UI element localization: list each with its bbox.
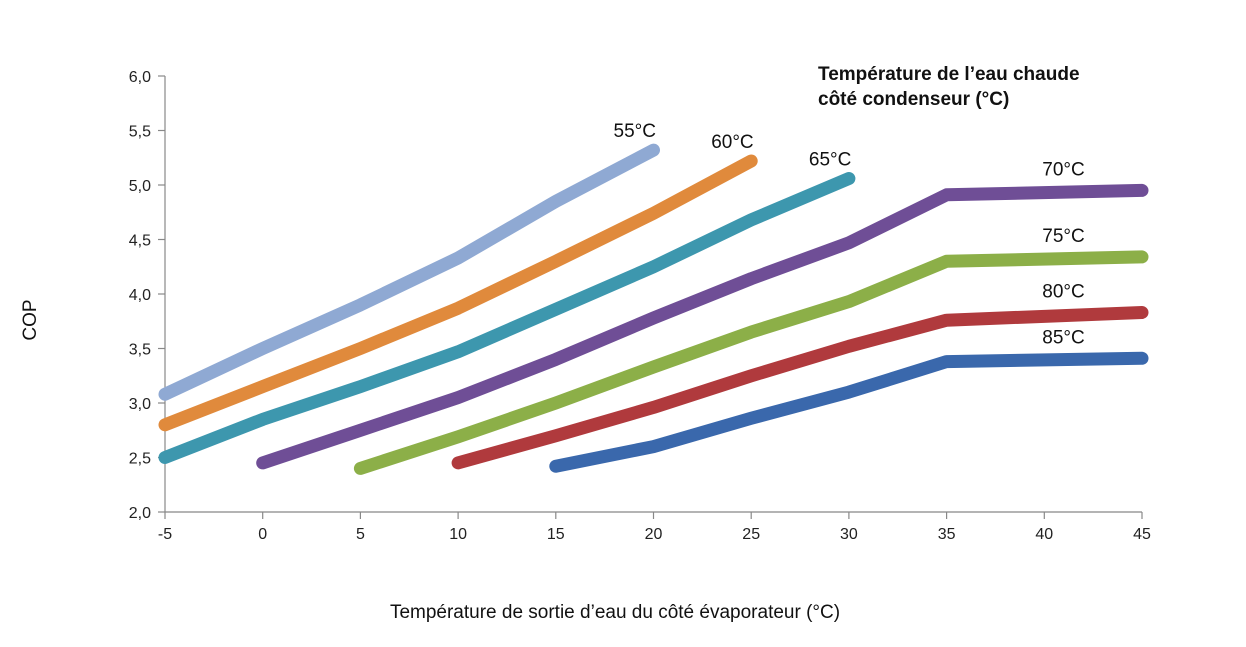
y-axis-title: COP [20, 299, 41, 340]
y-tick-label: 4,5 [129, 233, 151, 250]
series-label: 55°C [614, 121, 656, 142]
series-label: 75°C [1042, 226, 1084, 247]
x-ticks: -5 0 5 10 15 20 25 30 35 40 45 [158, 512, 1151, 543]
x-tick-label: 5 [356, 526, 365, 543]
y-tick-label: 5,5 [129, 124, 151, 141]
series-label: 65°C [809, 149, 851, 170]
series-line-75c [353, 250, 1149, 475]
y-tick-label: 6,0 [129, 69, 151, 86]
series-line-85c [549, 351, 1149, 473]
series-label: 85°C [1042, 327, 1084, 348]
y-tick-label: 5,0 [129, 178, 151, 195]
x-axis-title: Température de sortie d’eau du côté évap… [390, 602, 840, 623]
x-tick-label: 0 [258, 526, 267, 543]
legend-title-line-1: Température de l’eau chaude [818, 64, 1080, 85]
y-ticks: 2,0 2,5 3,0 3,5 4,0 4,5 5,0 5,5 6,0 [129, 69, 165, 522]
x-tick-label: 40 [1035, 526, 1053, 543]
y-tick-label: 3,5 [129, 342, 151, 359]
x-tick-label: 20 [645, 526, 663, 543]
x-tick-label: -5 [158, 526, 172, 543]
series-label: 70°C [1042, 159, 1084, 180]
series-line-60c [158, 154, 758, 432]
series-label: 60°C [711, 132, 753, 153]
x-tick-label: 15 [547, 526, 565, 543]
series-line-65c [158, 172, 856, 464]
y-tick-label: 2,5 [129, 451, 151, 468]
x-tick-label: 10 [449, 526, 467, 543]
x-tick-label: 45 [1133, 526, 1151, 543]
x-tick-label: 30 [840, 526, 858, 543]
y-tick-label: 4,0 [129, 287, 151, 304]
y-tick-label: 3,0 [129, 396, 151, 413]
series-line-70c [256, 183, 1149, 470]
legend-title-line-2: côté condenseur (°C) [818, 89, 1009, 110]
y-tick-label: 2,0 [129, 505, 151, 522]
series-label: 80°C [1042, 282, 1084, 303]
x-tick-label: 35 [938, 526, 956, 543]
x-tick-label: 25 [742, 526, 760, 543]
series-line-80c [451, 306, 1149, 470]
series-labels: 55°C 60°C 65°C 70°C 75°C 80°C 85°C [614, 121, 1085, 348]
series-lines [158, 143, 1149, 475]
series-line-55c [158, 143, 660, 401]
